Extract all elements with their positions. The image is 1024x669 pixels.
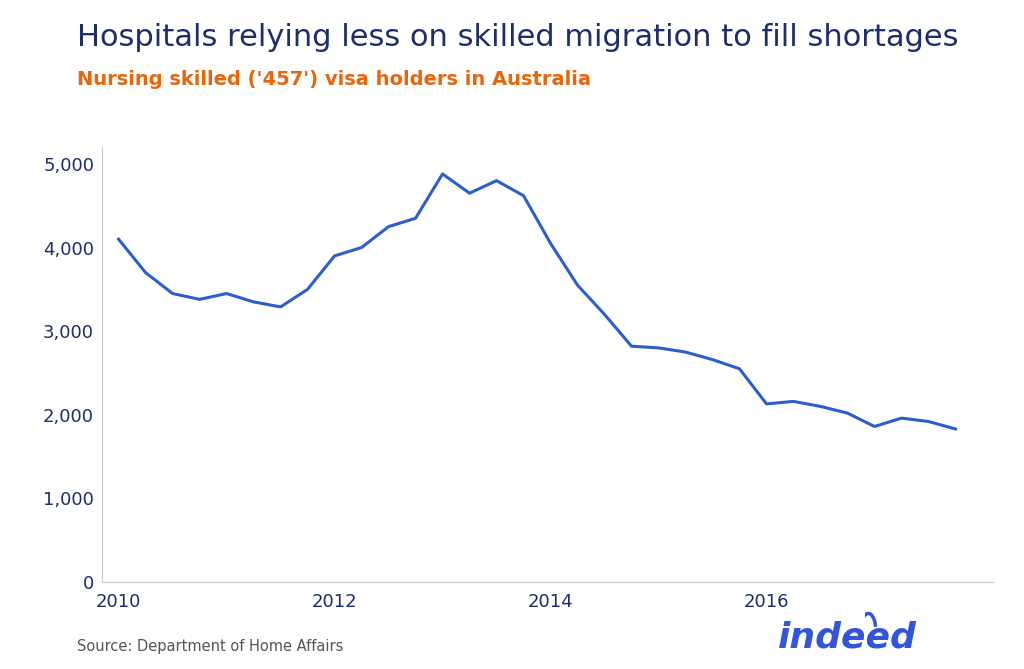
Text: Source: Department of Home Affairs: Source: Department of Home Affairs	[77, 640, 343, 654]
Text: indeed: indeed	[777, 620, 916, 654]
Text: Nursing skilled ('457') visa holders in Australia: Nursing skilled ('457') visa holders in …	[77, 70, 591, 89]
Text: Hospitals relying less on skilled migration to fill shortages: Hospitals relying less on skilled migrat…	[77, 23, 958, 52]
